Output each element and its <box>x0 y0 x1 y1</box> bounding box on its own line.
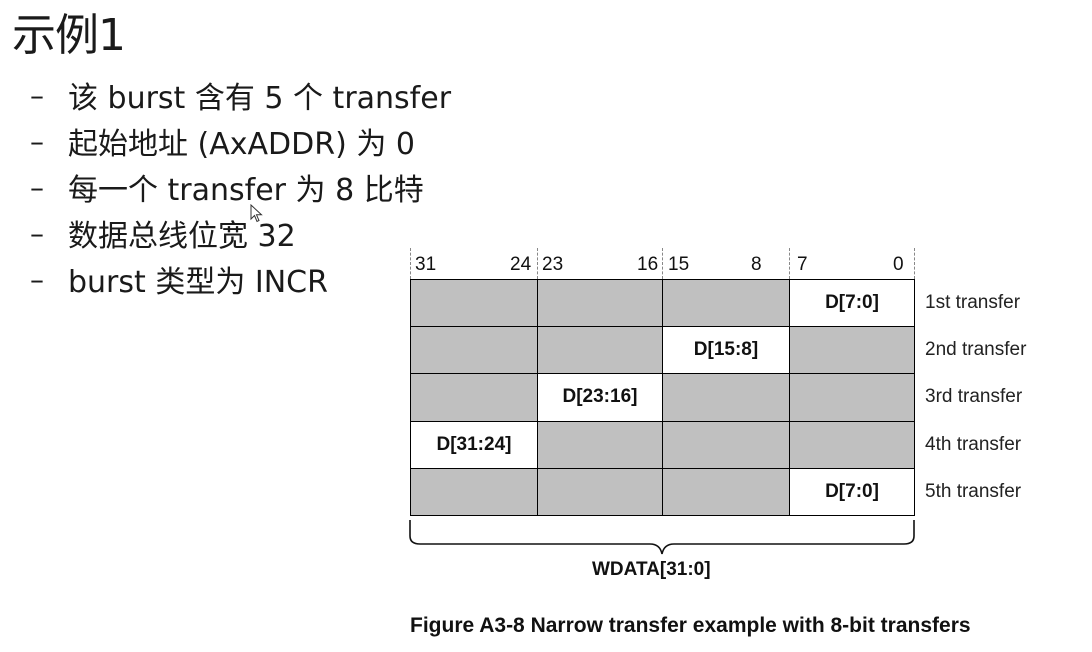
bullet-dash: – <box>30 78 44 112</box>
bullet-dash: – <box>30 216 44 250</box>
bus-brace <box>409 520 915 555</box>
bit-label: 23 <box>542 254 564 275</box>
slide-title: 示例1 <box>12 10 126 61</box>
bit-label: 0 <box>893 254 904 275</box>
bullet-text: 每一个 transfer 为 8 比特 <box>68 173 424 208</box>
bullet-item: – 数据总线位宽 32 <box>30 210 451 256</box>
transfer-label: 3rd transfer <box>925 386 1023 408</box>
lane-divider <box>914 248 915 279</box>
transfer-label: 1st transfer <box>925 292 1021 313</box>
bullet-text: burst 类型为 INCR <box>68 265 328 300</box>
data-cell-active: D[23:16] <box>537 373 663 422</box>
bit-label: 7 <box>797 254 808 275</box>
bit-label: 24 <box>510 254 532 275</box>
mouse-cursor-icon <box>250 204 263 223</box>
bullet-dash: – <box>30 170 44 204</box>
bullet-item: – 起始地址 (AxADDR) 为 0 <box>30 118 451 164</box>
bullet-text: 起始地址 (AxADDR) 为 0 <box>68 127 415 162</box>
data-cell-empty <box>410 373 538 422</box>
bus-label: WDATA[31:0] <box>592 559 711 580</box>
data-cell-active: D[15:8] <box>662 326 790 375</box>
lane-divider <box>537 248 538 279</box>
bullet-text: 数据总线位宽 32 <box>68 219 296 254</box>
bullet-list: – 该 burst 含有 5 个 transfer – 起始地址 (AxADDR… <box>30 72 451 302</box>
data-cell-empty <box>789 420 915 469</box>
data-cell-empty <box>537 326 663 375</box>
transfer-label: 2nd transfer <box>925 339 1027 361</box>
bullet-dash: – <box>30 124 44 158</box>
bit-label: 8 <box>751 254 762 275</box>
bit-label: 31 <box>415 254 437 275</box>
data-cell-empty <box>410 279 538 328</box>
data-cell-empty <box>662 467 790 516</box>
transfer-label: 4th transfer <box>925 433 1022 455</box>
data-cell-empty <box>662 420 790 469</box>
data-cell-empty <box>410 467 538 516</box>
data-cell-empty <box>537 279 663 328</box>
bullet-dash: – <box>30 262 44 296</box>
data-cell-empty <box>537 420 663 469</box>
bit-label: 16 <box>637 254 659 275</box>
lane-divider <box>662 248 663 279</box>
data-cell-active: D[7:0] <box>789 467 915 516</box>
lane-divider <box>789 248 790 279</box>
bit-label: 15 <box>668 254 690 275</box>
data-cell-empty <box>789 373 915 422</box>
figure-caption: Figure A3-8 Narrow transfer example with… <box>410 614 971 637</box>
bullet-item: – 该 burst 含有 5 个 transfer <box>30 72 451 118</box>
data-cell-empty <box>410 326 538 375</box>
data-cell-active: D[31:24] <box>410 420 538 469</box>
bullet-text: 该 burst 含有 5 个 transfer <box>68 81 452 116</box>
data-cell-empty <box>662 373 790 422</box>
data-cell-empty <box>789 326 915 375</box>
data-cell-empty <box>662 279 790 328</box>
transfer-label: 5th transfer <box>925 480 1022 502</box>
data-cell-empty <box>537 467 663 516</box>
transfer-grid: D[7:0] D[15:8] D[23:16] D[31:24] D[7:0] <box>410 279 915 516</box>
lane-divider <box>410 248 411 279</box>
data-cell-active: D[7:0] <box>789 279 915 328</box>
bullet-item: – burst 类型为 INCR <box>30 256 451 302</box>
bullet-item: – 每一个 transfer 为 8 比特 <box>30 164 451 210</box>
